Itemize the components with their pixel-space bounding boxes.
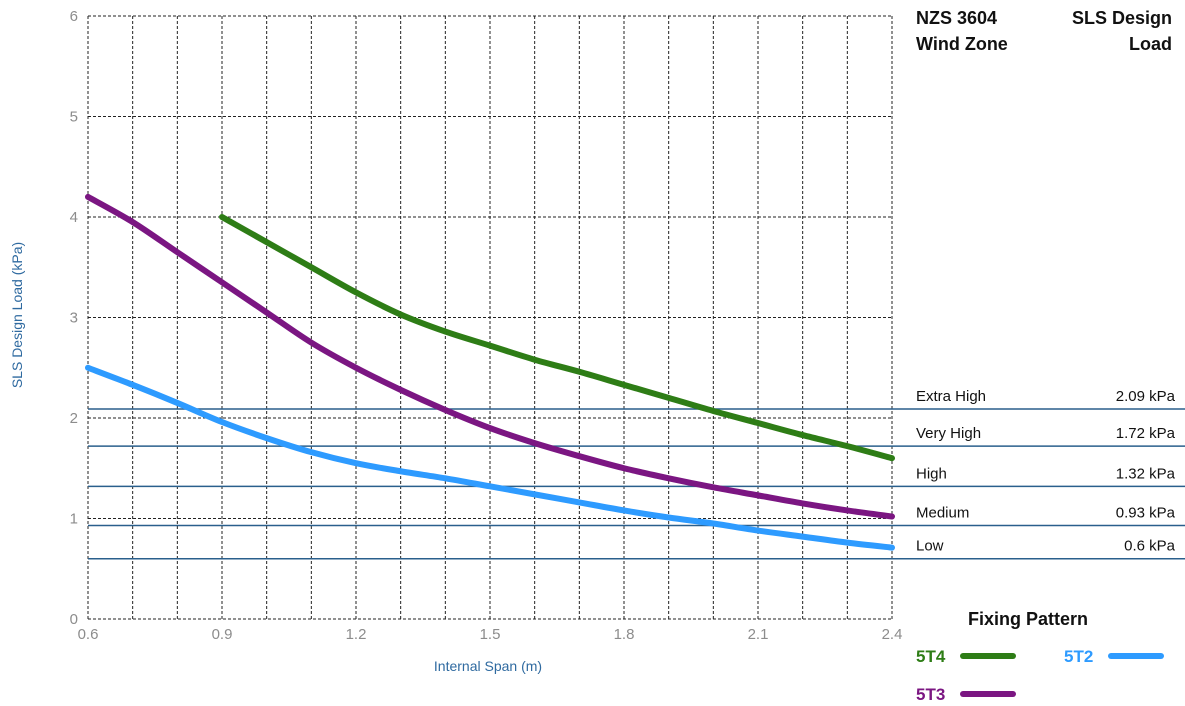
wind-zone-name: High xyxy=(916,465,947,482)
wind-zone-header-line-1: NZS 3604 xyxy=(916,8,997,28)
wind-zone-labels: Extra High 2.09 kPa Very High 1.72 kPa High 1… xyxy=(916,388,1176,555)
series-line-5t4 xyxy=(219,214,895,462)
wind-zone-header: NZS 3604 Wind Zone SLS Design Load xyxy=(916,8,1172,54)
legend-label-5t2: 5T2 xyxy=(1064,647,1093,666)
y-tick-label: 3 xyxy=(70,310,78,327)
x-tick-label: 1.8 xyxy=(614,626,635,643)
y-tick-label: 0 xyxy=(70,611,78,628)
legend-title: Fixing Pattern xyxy=(968,609,1088,629)
x-tick-label: 0.6 xyxy=(78,626,99,643)
axis-ticks: 0.6 0.9 1.2 1.5 1.8 2.1 2.4 0 1 2 3 4 5 6 xyxy=(70,8,903,643)
legend: Fixing Pattern 5T4 5T2 5T3 xyxy=(916,609,1164,704)
x-tick-label: 1.2 xyxy=(346,626,367,643)
y-tick-label: 1 xyxy=(70,511,78,528)
wind-zone-value: 0.6 kPa xyxy=(1124,538,1176,555)
wind-zone-lines xyxy=(88,408,1185,560)
legend-items: 5T4 5T2 5T3 xyxy=(916,647,1164,704)
wind-zone-name: Extra High xyxy=(916,388,986,405)
series-lines xyxy=(85,193,895,551)
wind-zone-value: 2.09 kPa xyxy=(1116,388,1176,405)
x-axis-title: Internal Span (m) xyxy=(434,658,542,674)
y-tick-label: 6 xyxy=(70,8,78,25)
design-load-header-line-1: SLS Design xyxy=(1072,8,1172,28)
wind-zone-value: 0.93 kPa xyxy=(1116,505,1176,522)
wind-zone-name: Low xyxy=(916,538,944,555)
wind-zone-value: 1.72 kPa xyxy=(1116,425,1176,442)
x-tick-label: 1.5 xyxy=(480,626,501,643)
x-tick-label: 2.4 xyxy=(882,626,903,643)
wind-zone-value: 1.32 kPa xyxy=(1116,465,1176,482)
y-tick-label: 4 xyxy=(70,209,78,226)
series-line-5t3 xyxy=(85,193,895,520)
x-tick-label: 2.1 xyxy=(748,626,769,643)
y-tick-label: 5 xyxy=(70,109,78,126)
wind-zone-name: Medium xyxy=(916,505,969,522)
design-load-header-line-2: Load xyxy=(1129,34,1172,54)
legend-label-5t3: 5T3 xyxy=(916,685,945,704)
plot-grid xyxy=(87,15,893,620)
y-axis-title: SLS Design Load (kPa) xyxy=(9,242,25,388)
wind-zone-name: Very High xyxy=(916,425,981,442)
wind-zone-header-line-2: Wind Zone xyxy=(916,34,1008,54)
x-tick-label: 0.9 xyxy=(212,626,233,643)
series-line-5t2 xyxy=(85,364,895,551)
legend-label-5t4: 5T4 xyxy=(916,647,946,666)
y-tick-label: 2 xyxy=(70,410,78,427)
